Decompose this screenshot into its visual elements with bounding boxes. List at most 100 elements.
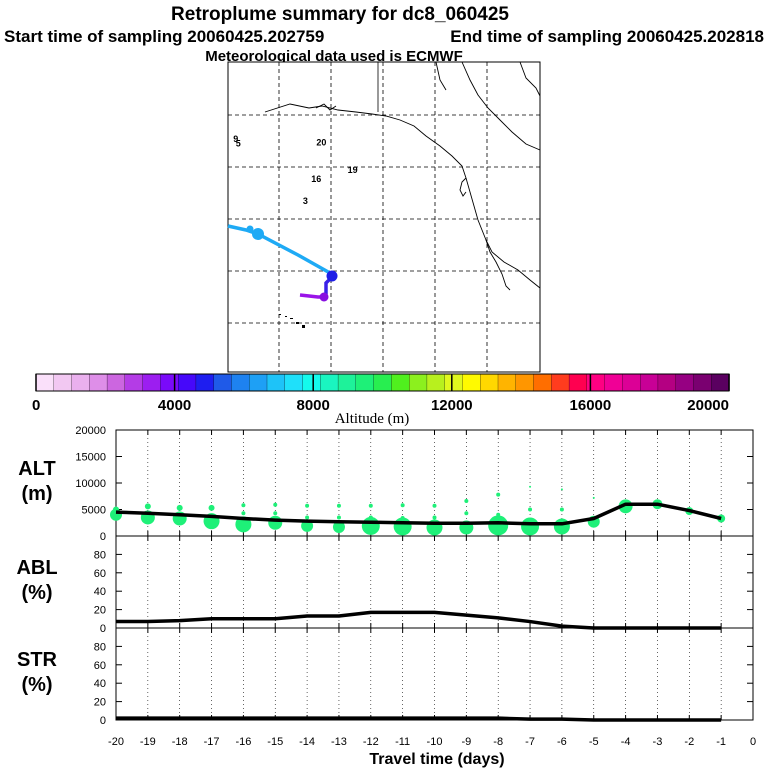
altitude-cluster-dot: [273, 511, 278, 516]
altitude-cluster-dot: [521, 517, 540, 536]
colorbar-cell: [89, 373, 108, 392]
colorbar-cell: [426, 373, 446, 392]
panel-unit: (m): [21, 483, 52, 505]
y-tick-label: 10000: [75, 478, 106, 490]
altitude-cluster-dot: [496, 512, 501, 517]
colorbar-cell: [693, 373, 712, 392]
altitude-cluster-dot: [400, 503, 405, 508]
y-tick-label: 20: [94, 697, 106, 709]
x-tick-label: -19: [140, 736, 156, 748]
coastline: [264, 61, 541, 291]
colorbar-cell: [640, 373, 659, 392]
colorbar-cell: [444, 373, 464, 392]
x-tick-label: -16: [235, 736, 251, 748]
colorbar-cell: [568, 373, 588, 392]
panel-alt: 0 5000 10000 15000 20000 ALT (m): [18, 425, 754, 543]
altitude-cluster-dot: [368, 503, 373, 508]
colorbar-cell: [249, 373, 268, 392]
trajectory-day-label: 5: [236, 139, 241, 149]
altitude-cluster-dot: [208, 504, 215, 511]
trajectory-map: 95 20 19 16 3: [227, 61, 541, 373]
colorbar-cell: [604, 373, 624, 392]
colorbar-tick-label: 8000: [297, 397, 330, 414]
colorbar-cell: [35, 373, 55, 392]
altitude-cluster-dot: [528, 507, 533, 512]
trajectory-day-label: 3: [303, 196, 308, 206]
x-axis-label: Travel time (days): [369, 751, 504, 768]
colorbar-cell: [533, 373, 552, 392]
trajectory-day-label: 16: [311, 174, 321, 184]
x-tick-label: -8: [493, 736, 503, 748]
altitude-cluster-dot: [432, 503, 437, 508]
colorbar-cell: [373, 373, 393, 392]
colorbar-cell: [515, 373, 535, 392]
colorbar-cell: [231, 373, 250, 392]
colorbar-tick-label: 4000: [158, 397, 191, 414]
altitude-cluster-dot: [305, 515, 310, 520]
colorbar-cell: [320, 373, 339, 392]
altitude-cluster-dot: [336, 503, 341, 508]
colorbar-cell: [551, 373, 570, 392]
hawaii-islands: [279, 314, 305, 328]
colorbar-cell: [462, 373, 481, 392]
altitude-cluster-dot: [361, 516, 380, 535]
colorbar-cell: [480, 373, 499, 392]
colorbar-cell: [622, 373, 641, 392]
altitude-colorbar: 0 4000 8000 12000 16000 20000 Altitude (m): [32, 373, 730, 427]
panel-frame: [115, 535, 754, 629]
altitude-cluster-dot: [241, 503, 246, 508]
series-line-alt: [115, 502, 722, 526]
y-tick-label: 40: [94, 678, 106, 690]
colorbar-tick-label: 20000: [687, 397, 729, 414]
altitude-cluster-dot: [176, 504, 183, 511]
panel-unit: (%): [21, 674, 52, 696]
x-tick-label: -13: [331, 736, 347, 748]
panel-frame: [115, 627, 754, 721]
altitude-cluster-dot: [305, 503, 310, 508]
colorbar-cell: [142, 373, 162, 392]
altitude-cluster-dot: [592, 496, 595, 499]
altitude-cluster-dot: [273, 502, 278, 507]
colorbar-cell: [675, 373, 695, 392]
colorbar-cell: [586, 373, 606, 392]
colorbar-cell: [213, 373, 233, 392]
x-tick-label: -15: [267, 736, 283, 748]
altitude-cluster-dot: [496, 492, 501, 497]
colorbar-cell: [178, 373, 197, 392]
x-tick-label: -7: [525, 736, 535, 748]
panel-label: ABL: [16, 557, 57, 579]
x-tick-label: -5: [589, 736, 599, 748]
colorbar-cell: [284, 373, 304, 392]
trajectory-day-label: 20: [316, 138, 326, 148]
x-tick-label: -20: [108, 736, 124, 748]
y-tick-label: 0: [100, 623, 106, 635]
y-tick-label: 0: [100, 531, 106, 543]
y-tick-label: 40: [94, 586, 106, 598]
colorbar-cell: [302, 373, 321, 392]
panel-label: ALT: [18, 458, 55, 480]
colorbar-tick-label: 12000: [431, 397, 473, 414]
colorbar-cell: [266, 373, 286, 392]
altitude-cluster-dot: [400, 515, 405, 520]
altitude-cluster-dot: [488, 515, 509, 536]
x-tick-label: -2: [684, 736, 694, 748]
x-tick-label: -6: [557, 736, 567, 748]
trajectory-day-label: 19: [348, 165, 358, 175]
y-tick-label: 20: [94, 605, 106, 617]
altitude-cluster-dot: [559, 507, 564, 512]
altitude-cluster-dot: [144, 503, 151, 510]
x-tick-label: 0: [750, 736, 756, 748]
x-tick-label: -12: [363, 736, 379, 748]
colorbar-cell: [409, 373, 428, 392]
colorbar-cell: [355, 373, 375, 392]
x-tick-label: -1: [716, 736, 726, 748]
trajectory-blob: [252, 228, 264, 240]
altitude-cluster-dot: [432, 515, 437, 520]
map-frame: [227, 61, 541, 373]
altitude-cluster-dot: [529, 485, 532, 488]
figure-title: Retroplume summary for dc8_060425: [171, 4, 509, 25]
colorbar-cell: [657, 373, 677, 392]
panel-abl: 0 20 40 60 80 ABL (%): [16, 535, 754, 635]
